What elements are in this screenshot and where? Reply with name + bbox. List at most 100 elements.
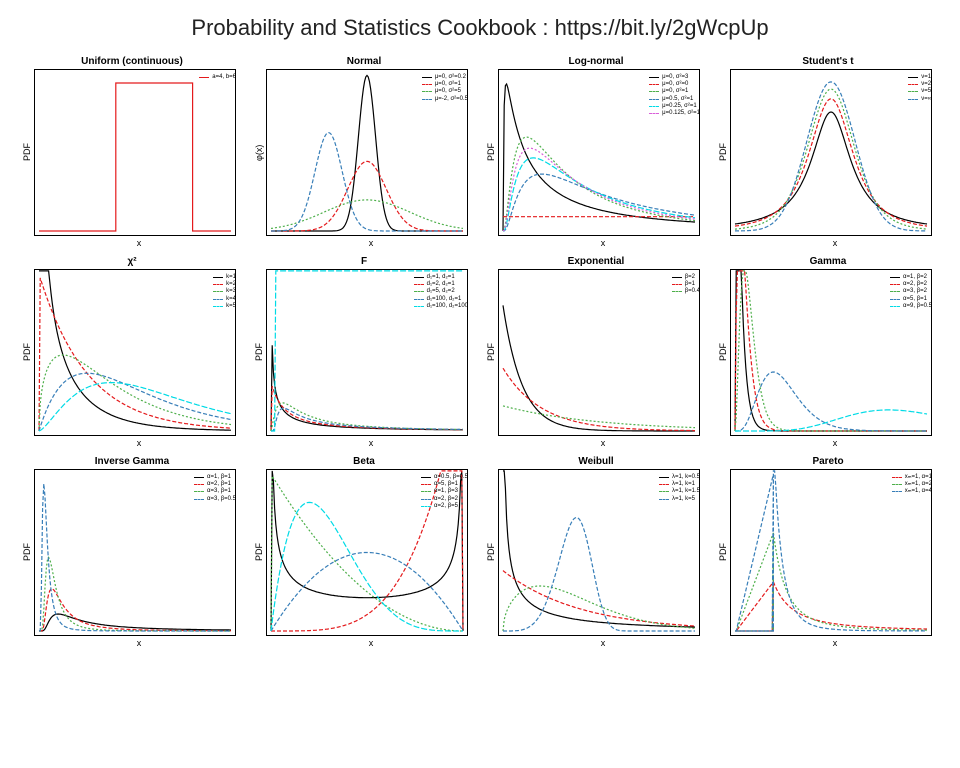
legend-label: λ=1, k=5 [672, 496, 695, 503]
legend-label: μ=0, σ²=5 [435, 88, 461, 95]
series-line [735, 112, 927, 224]
legend-item: μ=0, σ²=3 [649, 74, 700, 81]
legend-swatch [890, 284, 900, 285]
legend-item: μ=-2, σ²=0.5 [422, 96, 468, 103]
legend-swatch [890, 291, 900, 292]
legend-item: α=1, β=2 [890, 274, 932, 281]
series-line [735, 533, 927, 631]
legend-label: μ=0.125, σ²=1 [662, 110, 700, 117]
x-axis-label: x [730, 638, 940, 648]
legend-item: ν=5 [908, 88, 932, 95]
legend: a=4, b=6 [199, 74, 236, 81]
legend-item: β=2 [672, 274, 700, 281]
series-line [39, 278, 231, 431]
legend-label: d₁=100, d₂=100 [427, 303, 468, 310]
legend-swatch [892, 477, 902, 478]
legend-item: d₁=100, d₂=1 [414, 296, 468, 303]
legend-swatch [659, 477, 669, 478]
legend-label: xₘ=1, α=4 [905, 488, 932, 495]
legend-label: α=5, β=1 [903, 296, 927, 303]
legend-item: ν=2 [908, 81, 932, 88]
legend-item: α=5, β=1 [421, 481, 468, 488]
legend-label: d₁=5, d₂=2 [427, 288, 455, 295]
y-axis-label: PDF [484, 69, 498, 236]
legend: ν=1ν=2ν=5ν=∞ [908, 74, 932, 103]
series-line [503, 571, 695, 626]
legend-swatch [421, 484, 431, 485]
chart-panel: GammaPDFxα=1, β=2α=2, β=2α=3, β=2α=5, β=… [716, 256, 940, 448]
legend-item: k=4 [213, 296, 236, 303]
legend-label: α=2, β=2 [434, 496, 458, 503]
series-line [39, 589, 231, 631]
legend-swatch [908, 91, 918, 92]
chart-panel: FPDFxd₁=1, d₂=1d₁=2, d₂=1d₁=5, d₂=2d₁=10… [252, 256, 476, 448]
y-axis-label: PDF [252, 469, 266, 636]
legend-label: α=1, β=3 [434, 488, 458, 495]
legend: k=1k=2k=3k=4k=5 [213, 274, 236, 310]
legend-swatch [649, 84, 659, 85]
series-line [271, 345, 463, 431]
legend-swatch [649, 113, 659, 114]
legend-label: β=2 [685, 274, 695, 281]
legend: β=2β=1β=0.4 [672, 274, 700, 296]
legend-item: α=5, β=1 [890, 296, 932, 303]
chart-panel: χ²PDFxk=1k=2k=3k=4k=5 [20, 256, 244, 448]
series-line [503, 518, 695, 632]
legend-item: α=2, β=5 [421, 503, 468, 510]
legend-label: ν=∞ [921, 96, 932, 103]
chart-title: Student's t [716, 56, 940, 67]
legend-label: β=0.4 [685, 288, 700, 295]
series-line [735, 82, 927, 231]
legend-label: β=1 [685, 281, 695, 288]
legend-label: xₘ=1, α=2 [905, 481, 932, 488]
legend-swatch [414, 299, 424, 300]
legend-label: k=3 [226, 288, 236, 295]
series-line [735, 410, 927, 431]
legend-swatch [414, 291, 424, 292]
legend-swatch [213, 284, 223, 285]
y-axis-label: PDF [716, 469, 730, 636]
legend-item: α=2, β=2 [421, 496, 468, 503]
legend-item: d₁=5, d₂=2 [414, 288, 468, 295]
chart-panel: Uniform (continuous)PDFxa=4, b=6 [20, 56, 244, 248]
legend-label: α=1, β=1 [207, 474, 231, 481]
legend-label: k=4 [226, 296, 236, 303]
legend-item: ν=∞ [908, 96, 932, 103]
legend-item: μ=0.25, σ²=1 [649, 103, 700, 110]
legend-swatch [672, 291, 682, 292]
x-axis-label: x [34, 638, 244, 648]
legend-swatch [414, 284, 424, 285]
legend-label: α=3, β=1 [207, 488, 231, 495]
y-axis-label: PDF [716, 269, 730, 436]
legend-item: μ=0, σ²=0.2 [422, 74, 468, 81]
legend-label: μ=0, σ²=1 [662, 88, 688, 95]
legend-swatch [890, 299, 900, 300]
chart-panel: Normalφ(x)xμ=0, σ²=0.2μ=0, σ²=1μ=0, σ²=5… [252, 56, 476, 248]
legend-item: β=1 [672, 281, 700, 288]
series-line [503, 148, 695, 231]
legend-item: k=1 [213, 274, 236, 281]
chart-panel: Inverse GammaPDFxα=1, β=1α=2, β=1α=3, β=… [20, 456, 244, 648]
chart-panel: Log-normalPDFxμ=0, σ²=3μ=0, σ²=0μ=0, σ²=… [484, 56, 708, 248]
chart-title: χ² [20, 256, 244, 267]
series-line [39, 557, 231, 631]
legend-item: xₘ=1, α=2 [892, 481, 932, 488]
legend-swatch [199, 77, 209, 78]
chart-grid: Uniform (continuous)PDFxa=4, b=6Normalφ(… [20, 56, 940, 648]
series-line [735, 582, 927, 631]
legend-swatch [672, 284, 682, 285]
series-line [39, 614, 231, 631]
legend-item: μ=0, σ²=1 [649, 88, 700, 95]
legend-item: k=5 [213, 303, 236, 310]
legend-item: α=2, β=1 [194, 481, 236, 488]
legend-label: α=9, β=0.5 [903, 303, 932, 310]
page-title: Probability and Statistics Cookbook : ht… [20, 15, 940, 41]
legend-item: k=3 [213, 288, 236, 295]
legend-label: α=3, β=2 [903, 288, 927, 295]
legend-item: μ=0.5, σ²=1 [649, 96, 700, 103]
x-axis-label: x [34, 238, 244, 248]
series-line [503, 174, 695, 231]
legend-swatch [659, 484, 669, 485]
x-axis-label: x [730, 238, 940, 248]
legend-swatch [672, 277, 682, 278]
